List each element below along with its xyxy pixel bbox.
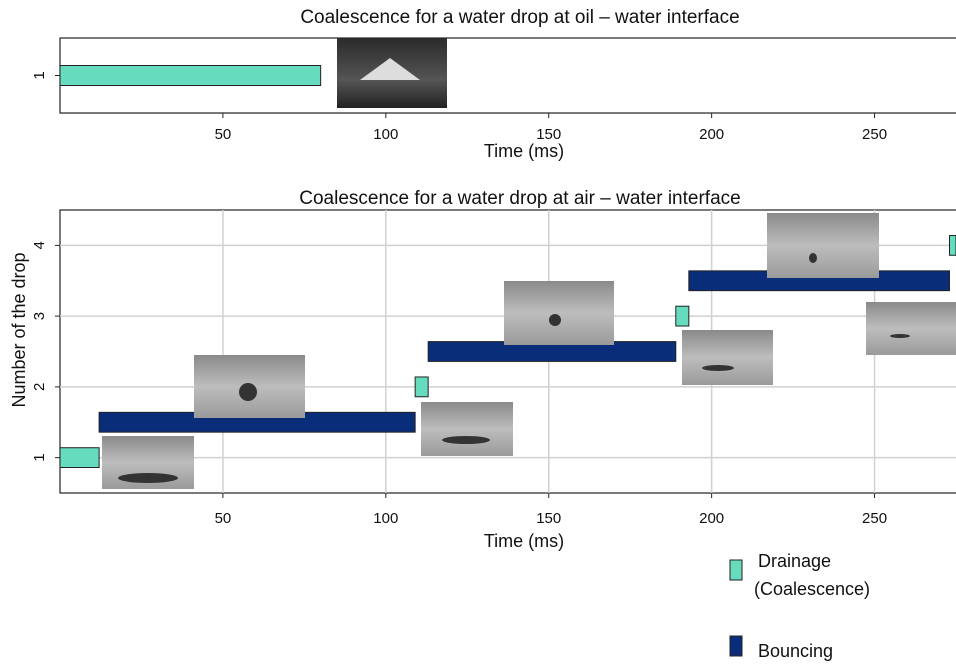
x-tick-label: 250 (862, 126, 887, 143)
y-axis-label: Number of the drop (9, 252, 29, 407)
x-tick-label: 50 (215, 126, 232, 143)
panel: Coalescence for a water drop at oil – wa… (31, 7, 956, 161)
y-tick-label: 1 (31, 453, 48, 461)
bar (414, 376, 429, 398)
photo (866, 302, 956, 355)
photo (682, 330, 773, 385)
bar (675, 305, 690, 327)
chart-title: Coalescence for a water drop at oil – wa… (300, 7, 739, 28)
photo-drop (360, 58, 420, 80)
photo (504, 281, 614, 345)
legend-label: Drainage (Coalescence) (754, 551, 870, 599)
y-tick-label: 4 (31, 241, 48, 249)
bar (59, 447, 100, 469)
x-tick-label: 200 (699, 126, 724, 143)
photo (767, 213, 879, 278)
photo (421, 402, 513, 456)
bar (59, 65, 322, 86)
bar (948, 234, 956, 256)
y-tick-label: 2 (31, 383, 48, 391)
x-tick-label: 100 (373, 126, 398, 143)
chart-title: Coalescence for a water drop at air – wa… (299, 188, 740, 209)
x-tick-label: 250 (862, 510, 887, 527)
photos (102, 38, 956, 489)
y-tick-label: 1 (31, 71, 48, 79)
legend: Drainage (Coalescence) Bouncing (729, 551, 870, 661)
x-tick-label: 150 (536, 126, 561, 143)
x-axis-label: Time (ms) (484, 531, 564, 551)
x-tick-label: 200 (699, 510, 724, 527)
legend-swatch (729, 635, 743, 657)
x-tick-label: 50 (215, 510, 232, 527)
x-tick-label: 150 (536, 510, 561, 527)
photo-drops (118, 253, 910, 483)
y-tick-label: 3 (31, 312, 48, 320)
x-tick-label: 100 (373, 510, 398, 527)
x-axis-label: Time (ms) (484, 141, 564, 161)
legend-label: Bouncing (758, 641, 833, 661)
legend-swatch (729, 559, 743, 581)
